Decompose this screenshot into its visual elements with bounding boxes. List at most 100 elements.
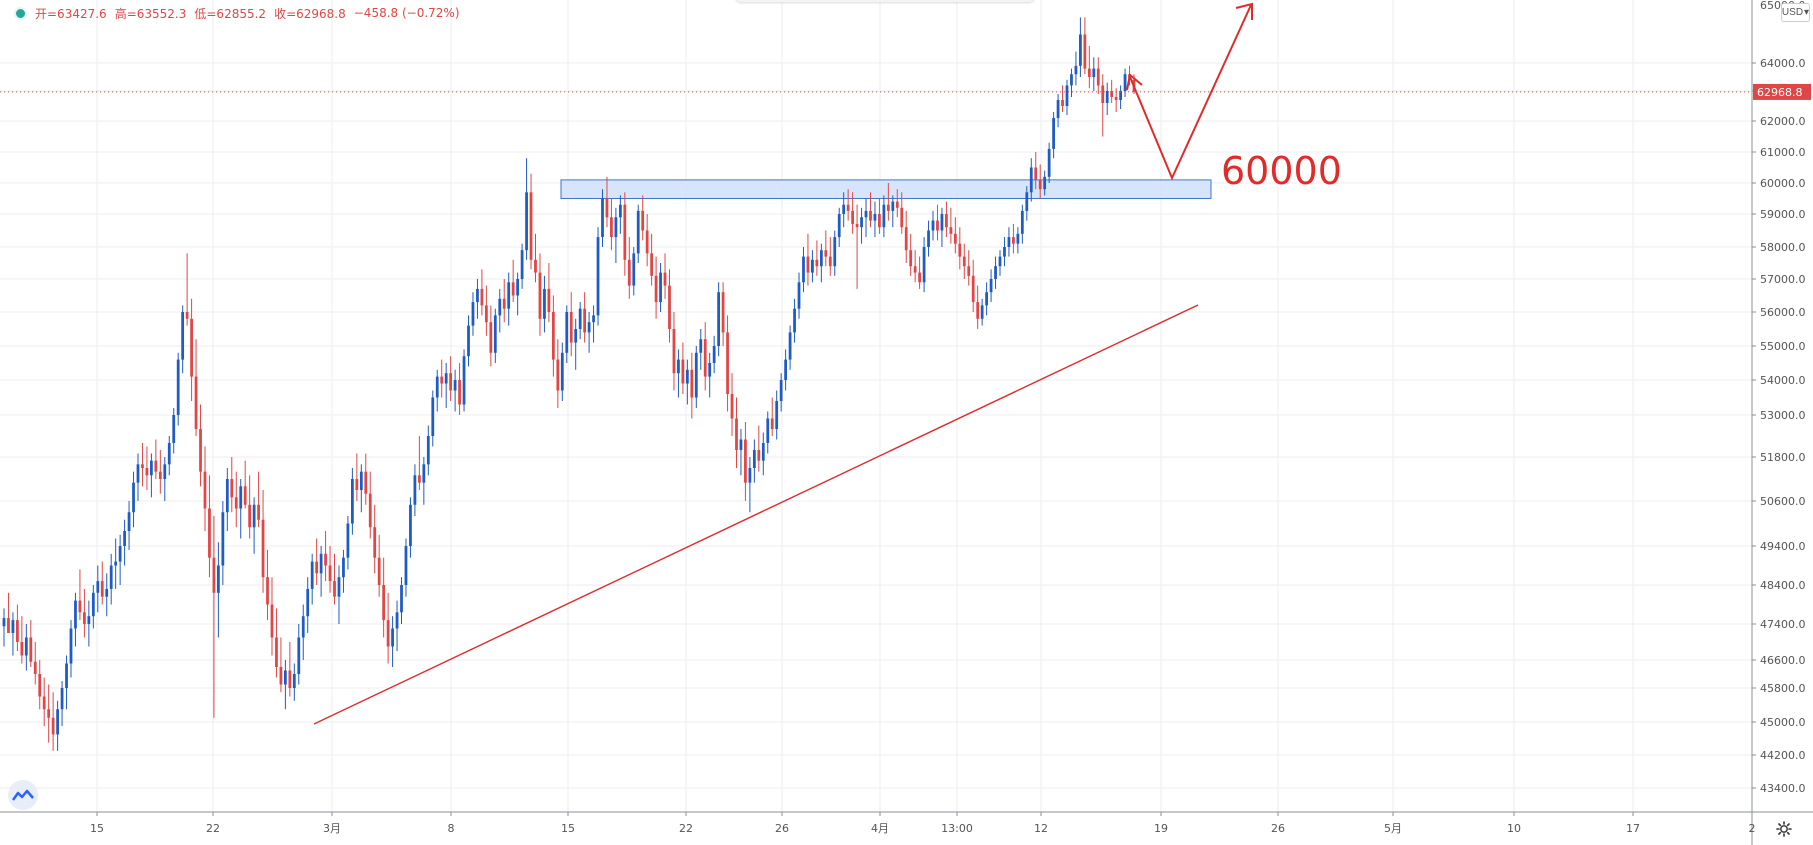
candle-body (1087, 68, 1091, 77)
candle-body (7, 618, 10, 633)
candle-body (243, 486, 247, 505)
candle-body (824, 250, 828, 257)
candle-body (47, 709, 51, 718)
x-axis-tick-label: 15 (90, 822, 104, 835)
candle-body (476, 288, 479, 303)
candle-body (208, 508, 211, 558)
candle-body (650, 253, 654, 276)
candle-body (78, 600, 82, 613)
candle-body (11, 620, 15, 633)
candle-body (663, 272, 667, 286)
candle-body (605, 198, 609, 218)
candle-body (382, 585, 386, 621)
candle-body (315, 561, 319, 574)
y-axis-tick-label: 43400.0 (1760, 782, 1806, 795)
candle-body (350, 479, 354, 524)
y-axis-tick-label: 45800.0 (1760, 682, 1806, 695)
candle-body (141, 464, 144, 468)
candle-body (167, 443, 171, 465)
candle-body (623, 204, 627, 260)
candle-body (895, 201, 899, 208)
candle-body (1070, 74, 1073, 86)
projection-arrow-head (1235, 2, 1253, 20)
candle-body (1034, 167, 1038, 180)
candle-body (516, 279, 520, 296)
candle-body (618, 204, 622, 218)
gear-icon[interactable] (1773, 818, 1795, 840)
candle-body (788, 332, 792, 360)
ohlc-legend: 开=63427.6 高=63552.3 低=62855.2 收=62968.8 … (0, 0, 460, 26)
candle-body (989, 279, 993, 293)
candle-body (1056, 100, 1060, 118)
candle-body (123, 531, 126, 546)
candle-body (565, 312, 569, 353)
logo-icon[interactable] (8, 780, 38, 810)
candle-body (699, 339, 703, 353)
candle-body (145, 468, 149, 476)
candle-body (409, 504, 412, 546)
x-axis-tick-label: 4月 (871, 822, 889, 835)
candle-body (994, 266, 997, 279)
candle-body (51, 717, 55, 735)
candle-body (42, 696, 46, 710)
candle-body (918, 272, 921, 283)
x-axis-tick-label: 5月 (1384, 822, 1402, 835)
candle-body (538, 272, 542, 319)
candle-body (391, 628, 394, 647)
candle-body (833, 237, 837, 267)
candle-body (645, 230, 649, 254)
candle-body (1105, 91, 1109, 103)
candle-body (913, 266, 917, 273)
candle-body (654, 275, 658, 303)
y-axis-tick-label: 57000.0 (1760, 273, 1806, 286)
y-axis-tick-label: 45000.0 (1760, 716, 1806, 729)
candle-body (891, 201, 895, 211)
candle-body (869, 210, 872, 221)
candle-body (252, 504, 256, 528)
candle-body (386, 620, 390, 647)
candle-body (404, 546, 408, 585)
candle-body (770, 418, 774, 429)
candle-body (677, 359, 680, 374)
candle-body (641, 210, 645, 231)
candle-body (1012, 237, 1015, 244)
resistance-zone[interactable] (560, 179, 1212, 199)
candle-body (1110, 91, 1114, 97)
candle-body (306, 588, 310, 617)
candle-body (203, 471, 207, 509)
candle-body (20, 642, 24, 656)
candle-body (819, 250, 823, 267)
currency-button[interactable]: USD ▾ (1781, 3, 1810, 22)
projection-path[interactable] (1129, 4, 1252, 181)
candle-body (855, 223, 859, 228)
candle-body (69, 628, 73, 664)
candle-body (886, 204, 890, 211)
candle-body (815, 259, 819, 267)
candle-body (190, 318, 193, 377)
candle-body (118, 546, 122, 562)
candle-body (717, 292, 721, 346)
candle-body (270, 604, 274, 638)
candle-body (74, 600, 77, 629)
candle-body (520, 250, 524, 279)
candle-body (971, 275, 975, 303)
candle-body (275, 637, 278, 667)
candle-body (1016, 233, 1020, 244)
candle-body (127, 512, 131, 531)
candle-body (878, 214, 881, 228)
y-axis-tick-label: 59000.0 (1760, 208, 1806, 221)
candle-body (904, 227, 908, 251)
candle-body (556, 359, 560, 391)
candle-body (525, 192, 528, 251)
ascending-trendline[interactable] (313, 304, 1199, 725)
candle-body (1065, 85, 1069, 106)
y-axis-tick-label: 60000.0 (1760, 177, 1806, 190)
candle-body (1047, 148, 1051, 177)
candle-body (659, 272, 662, 303)
candle-body (444, 373, 448, 384)
candle-body (1020, 210, 1024, 234)
toolbar-tab[interactable] (735, 0, 1035, 2)
candle-body (324, 553, 327, 566)
